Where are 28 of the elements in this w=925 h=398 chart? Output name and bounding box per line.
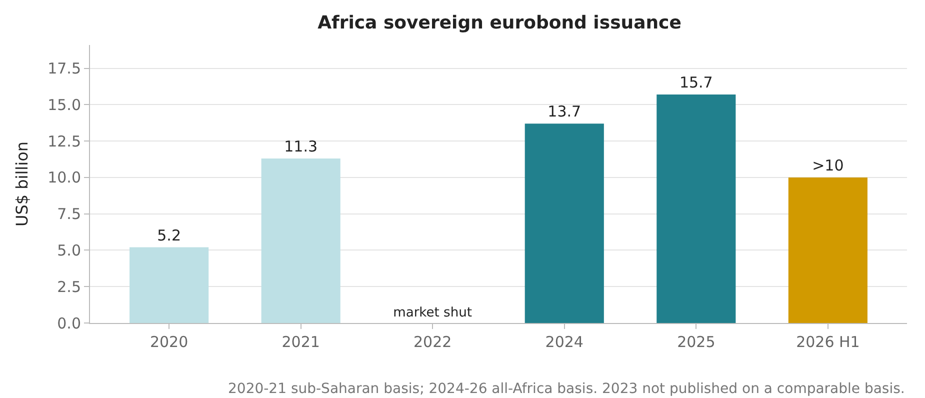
chart-title: Africa sovereign eurobond issuance bbox=[318, 12, 682, 34]
y-tick-label: 5.0 bbox=[57, 241, 81, 260]
y-tick-label: 7.5 bbox=[57, 205, 81, 224]
x-tick-label: 2025 bbox=[677, 333, 716, 351]
y-axis-title: US$ billion bbox=[12, 142, 32, 226]
bar bbox=[261, 158, 340, 323]
x-tick-label: 2021 bbox=[282, 333, 320, 351]
bar bbox=[788, 177, 868, 323]
y-tick-label: 17.5 bbox=[48, 60, 81, 78]
y-tick-label: 0.0 bbox=[57, 314, 81, 332]
bar bbox=[130, 247, 209, 323]
x-tick-label: 2022 bbox=[414, 333, 452, 351]
data-label: 13.7 bbox=[548, 102, 582, 121]
x-tick-label: 2024 bbox=[545, 333, 584, 351]
y-tick-label: 12.5 bbox=[48, 132, 81, 150]
data-label: 15.7 bbox=[679, 73, 713, 92]
data-label: 11.3 bbox=[284, 138, 318, 156]
y-tick-label: 10.0 bbox=[48, 168, 81, 187]
data-label: >10 bbox=[812, 156, 844, 174]
data-label: 5.2 bbox=[157, 226, 181, 244]
bar bbox=[656, 94, 736, 323]
bar bbox=[524, 124, 604, 323]
y-tick-label: 2.5 bbox=[57, 278, 81, 296]
data-label: market shut bbox=[393, 306, 472, 321]
x-tick-label: 2020 bbox=[150, 333, 188, 351]
text: 2020-21 sub-Saharan basis; 2024-26 all-Africa basis. 2023 not published on a comparable basis. bbox=[228, 381, 905, 397]
y-tick-label: 15.0 bbox=[48, 96, 81, 114]
x-tick-label: 2026 H1 bbox=[796, 333, 860, 351]
